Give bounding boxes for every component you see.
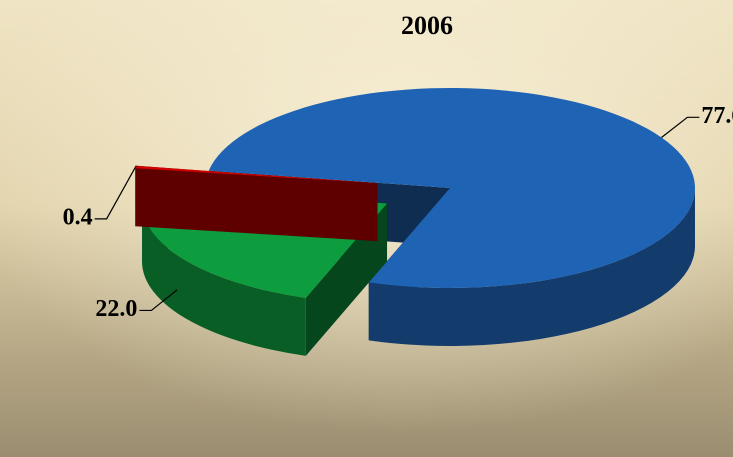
data-label: 22.0 — [95, 296, 137, 322]
chart-title: 2006 — [401, 11, 453, 40]
page: {"chart_data": {"type": "pie", "title": … — [0, 0, 733, 457]
chart: 2006 77.6 22.0 0.4 — [0, 0, 733, 457]
data-label: 0.4 — [63, 204, 93, 230]
data-label: 77.6 — [701, 103, 733, 129]
